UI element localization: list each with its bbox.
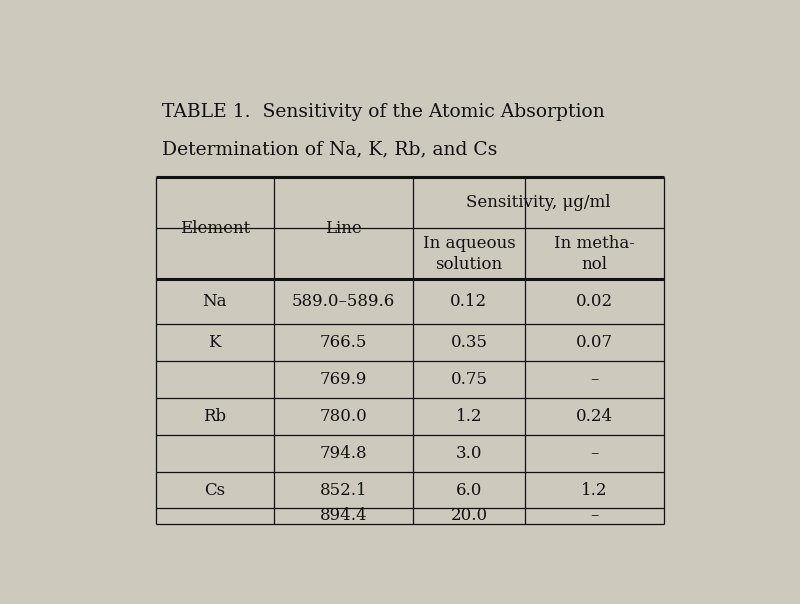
Text: Na: Na	[202, 293, 227, 310]
Text: Sensitivity, μg/ml: Sensitivity, μg/ml	[466, 194, 611, 211]
Text: TABLE 1.  Sensitivity of the Atomic Absorption: TABLE 1. Sensitivity of the Atomic Absor…	[162, 103, 605, 121]
Text: Line: Line	[325, 220, 362, 237]
Text: 780.0: 780.0	[319, 408, 367, 425]
Text: Cs: Cs	[204, 482, 226, 499]
Text: 894.4: 894.4	[319, 507, 367, 524]
Text: 0.02: 0.02	[576, 293, 613, 310]
Text: 589.0–589.6: 589.0–589.6	[292, 293, 395, 310]
Text: 0.12: 0.12	[450, 293, 487, 310]
Text: 1.2: 1.2	[581, 482, 608, 499]
Text: In metha-
nol: In metha- nol	[554, 235, 635, 273]
Text: 852.1: 852.1	[319, 482, 367, 499]
Text: 794.8: 794.8	[319, 445, 367, 462]
Text: 3.0: 3.0	[456, 445, 482, 462]
Text: 0.07: 0.07	[576, 334, 613, 351]
Text: –: –	[590, 507, 598, 524]
Text: Determination of Na, K, Rb, and Cs: Determination of Na, K, Rb, and Cs	[162, 140, 498, 158]
Text: 0.24: 0.24	[576, 408, 613, 425]
Text: Element: Element	[179, 220, 250, 237]
Text: –: –	[590, 445, 598, 462]
Text: –: –	[590, 371, 598, 388]
Text: 6.0: 6.0	[456, 482, 482, 499]
Text: In aqueous
solution: In aqueous solution	[422, 235, 515, 273]
Text: 0.75: 0.75	[450, 371, 487, 388]
Text: 1.2: 1.2	[456, 408, 482, 425]
Text: K: K	[209, 334, 221, 351]
Text: 20.0: 20.0	[450, 507, 487, 524]
Text: Rb: Rb	[203, 408, 226, 425]
Text: 0.35: 0.35	[450, 334, 487, 351]
Text: 769.9: 769.9	[320, 371, 367, 388]
Text: 766.5: 766.5	[320, 334, 367, 351]
